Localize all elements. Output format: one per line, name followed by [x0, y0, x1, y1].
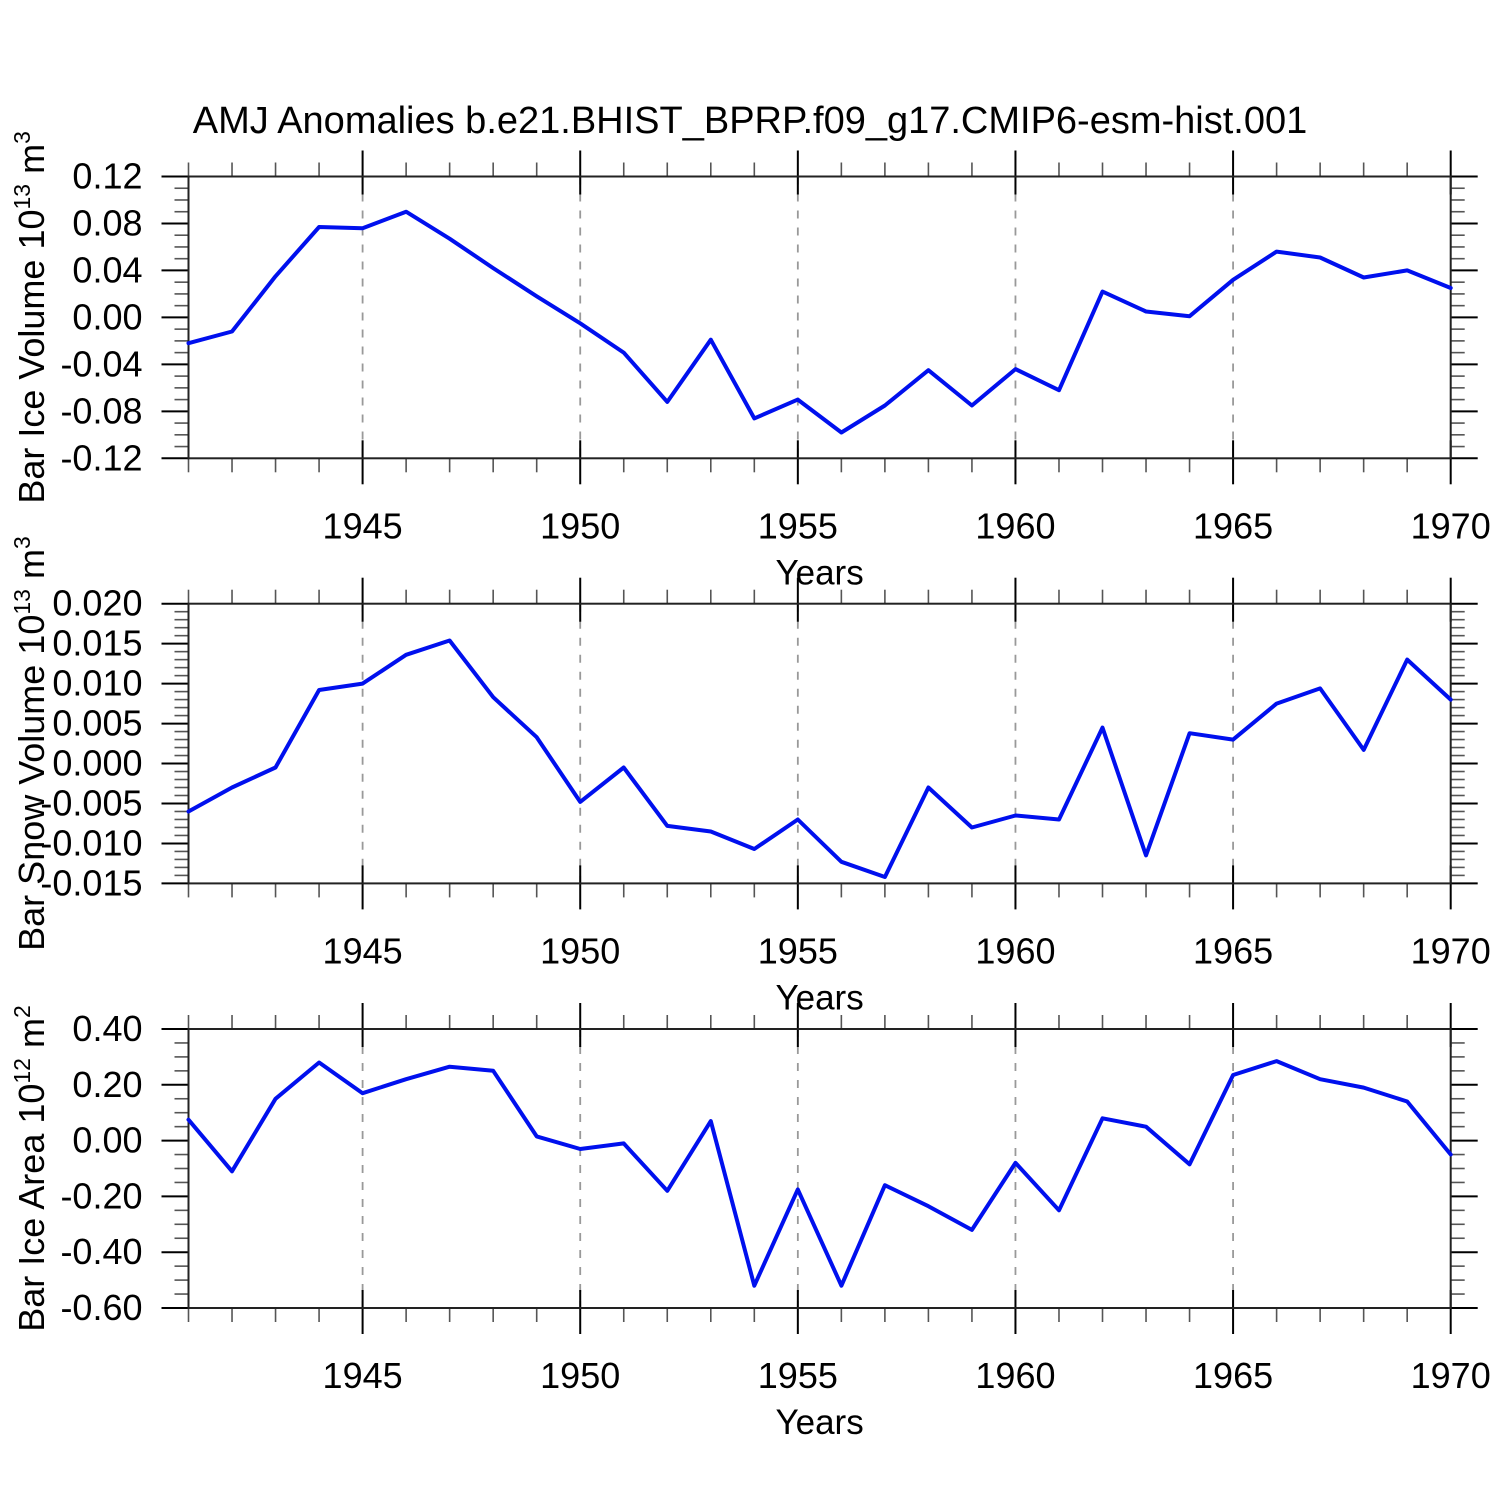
y-axis-title: Bar Ice Area 1012 m2	[9, 1005, 52, 1332]
bar-ice-volume-line	[186, 209, 1453, 435]
axes-box	[187, 1028, 1452, 1309]
y-tick-label: 0.12	[72, 156, 142, 197]
y-tick-label: -0.005	[40, 782, 142, 823]
y-tick-label: 0.020	[52, 583, 142, 624]
y-tick-label: 0.04	[72, 249, 142, 290]
x-tick-label: 1950	[540, 505, 620, 546]
y-tick-label: 0.08	[72, 202, 142, 243]
x-tick-label: 1960	[975, 930, 1055, 971]
y-tick-label: 0.010	[52, 663, 142, 704]
panel-bar-snow-volume: 1945 1950 1955 1960 1965 19700.0200.0150.0100…	[9, 536, 1491, 1017]
y-tick-label: -0.010	[40, 822, 142, 863]
panel-bar-ice-area: 1945 1950 1955 1960 1965 1970 0.40 0.20 0.00 -0.2…	[9, 1003, 1491, 1442]
chart-title: AMJ Anomalies b.e21.BHIST_BPRP.f09_g17.C…	[192, 100, 1308, 142]
axes-box	[187, 175, 1452, 460]
y-tick-label: 0.005	[52, 703, 142, 744]
x-tick-label: 1945	[323, 1355, 403, 1396]
x-tick-label: 1970	[1411, 505, 1491, 546]
y-tick-label: 0.20	[72, 1064, 142, 1105]
x-tick-label: 1950	[540, 1355, 620, 1396]
y-tick-label: -0.04	[60, 343, 142, 384]
bar-ice-area-line	[186, 1059, 1453, 1288]
x-tick-label: 1960	[975, 505, 1055, 546]
y-tick-label: -0.60	[60, 1287, 142, 1328]
y-tick-label: 0.00	[72, 1120, 142, 1161]
x-axis-title: Years	[775, 1403, 863, 1442]
y-tick-label: -0.20	[60, 1175, 142, 1216]
x-tick-label: 1955	[758, 930, 838, 971]
y-tick-label: 0.40	[72, 1008, 142, 1049]
x-tick-label: 1955	[758, 505, 838, 546]
panel-bar-ice-volume: 1945 1950 1955 1960 1965 1970 0.12 0.08 0.04 0.00…	[9, 131, 1491, 592]
x-tick-label: 1970	[1411, 1355, 1491, 1396]
x-tick-label: 1960	[975, 1355, 1055, 1396]
bar-snow-volume-line	[186, 638, 1453, 879]
y-tick-label: 0.015	[52, 623, 142, 664]
x-tick-label: 1965	[1193, 930, 1273, 971]
x-tick-label: 1965	[1193, 505, 1273, 546]
x-tick-label: 1970	[1411, 930, 1491, 971]
x-tick-label: 1955	[758, 1355, 838, 1396]
y-tick-label: 0.000	[52, 743, 142, 784]
y-axis-title: Bar Ice Volume 1013 m3	[9, 131, 52, 504]
x-tick-label: 1945	[323, 930, 403, 971]
y-tick-label: -0.015	[40, 862, 142, 903]
x-axis-title: Years	[775, 978, 863, 1017]
x-axis-title: Years	[775, 553, 863, 592]
y-tick-label: -0.12	[60, 437, 142, 478]
y-tick-label: -0.40	[60, 1231, 142, 1272]
axes-box	[187, 602, 1452, 885]
y-tick-label: 0.00	[72, 296, 142, 337]
y-tick-label: -0.08	[60, 390, 142, 431]
x-tick-label: 1950	[540, 930, 620, 971]
y-axis-title: Bar Snow Volume 1013 m3	[9, 536, 52, 951]
x-tick-label: 1965	[1193, 1355, 1273, 1396]
x-tick-label: 1945	[323, 505, 403, 546]
